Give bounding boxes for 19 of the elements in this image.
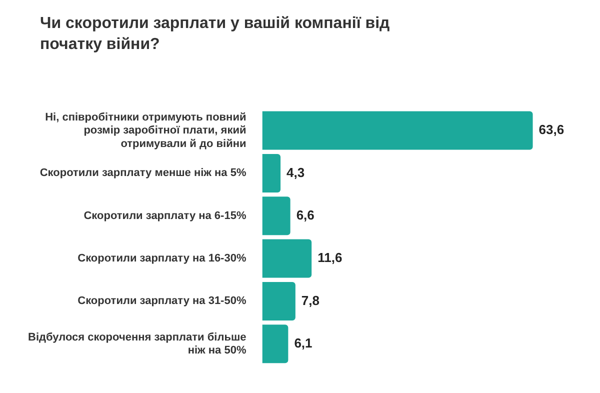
bar xyxy=(262,154,281,192)
chart-title: Чи скоротили зарплати у вашій компанії від початку війни? xyxy=(40,14,391,55)
data-label: 11,6 xyxy=(318,250,342,266)
data-label: 6,6 xyxy=(296,207,314,222)
y-tick-label: Ні, співробітники отримують повний розмір заробітної плати, який отримували й до війни xyxy=(45,111,246,150)
bar xyxy=(262,324,288,364)
bar xyxy=(262,239,312,278)
y-tick-label: Відбулося скорочення зарплати більше ніж на 50% xyxy=(28,331,246,356)
data-label: 7,8 xyxy=(301,292,320,308)
y-tick-label: Скоротили зарплату менше ніж на 5% xyxy=(40,167,246,180)
bar xyxy=(262,111,533,150)
y-tick-label: Скоротили зарплату на 31-50% xyxy=(78,295,246,308)
data-label: 63,6 xyxy=(538,122,564,138)
bar xyxy=(262,282,296,320)
data-label: 6,1 xyxy=(294,335,312,350)
data-label: 4,3 xyxy=(286,164,305,180)
bar xyxy=(262,196,290,236)
y-tick-label: Скоротили зарплату на 6-15% xyxy=(84,210,246,222)
y-tick-label: Скоротили зарплату на 16-30% xyxy=(78,252,246,265)
